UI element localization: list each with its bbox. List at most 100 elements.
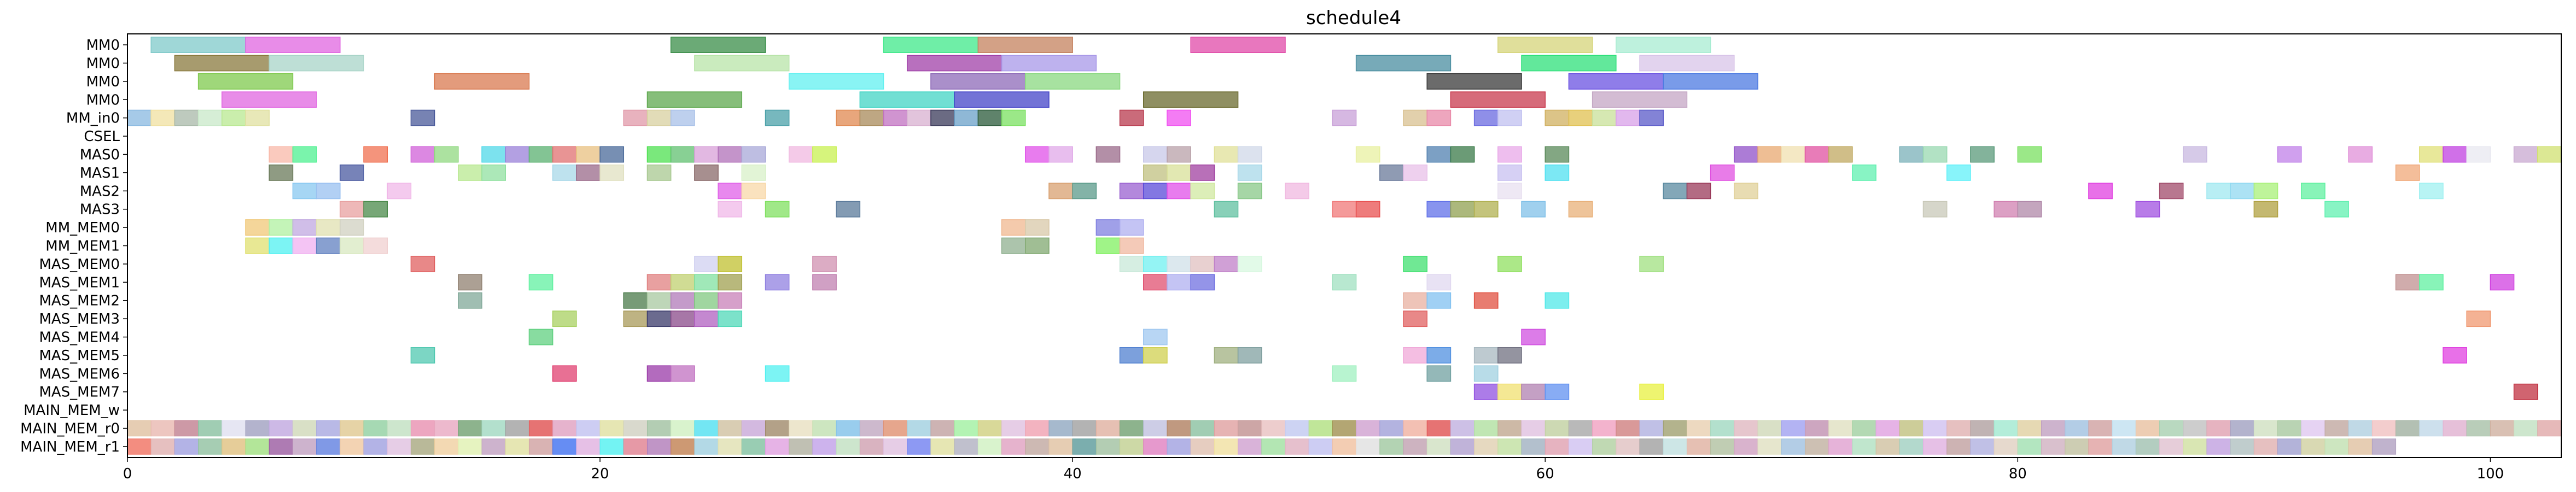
task-bar [646,292,672,309]
task-bar [410,146,435,163]
task-bar [741,438,766,455]
task-bar [671,420,695,437]
task-bar [765,109,790,126]
task-bar [2419,183,2444,200]
task-bar [1119,219,1144,236]
task-bar [1356,420,1380,437]
task-bar [1001,420,1026,437]
task-bar [1710,164,1735,181]
task-bar [694,255,719,272]
task-bar [812,420,837,437]
task-bar [292,420,317,437]
y-tick-label: MM0 [86,55,120,72]
task-bar [1238,420,1262,437]
task-bar [718,146,743,163]
task-bar [1946,438,1971,455]
task-bar [245,219,270,236]
task-bar [1332,274,1357,291]
x-tick-label: 60 [1536,466,1554,482]
task-bar [269,438,293,455]
task-bar [836,109,861,126]
task-bar [2017,438,2042,455]
task-bar [1521,329,1546,345]
task-bar [1545,420,1569,437]
task-bar [1143,274,1168,291]
task-bar [1473,109,1499,126]
task-bar [2065,420,2089,437]
task-bar [222,109,246,126]
task-bar [1167,146,1191,163]
task-bar [1001,438,1026,455]
task-bar [1261,438,1286,455]
task-bar [458,438,482,455]
task-bar [1568,438,1593,455]
task-bar [1875,438,1900,455]
task-bar [2065,438,2089,455]
task-bar [1473,365,1499,382]
task-bar [646,365,672,382]
task-bar [1639,438,1664,455]
task-bar [434,146,459,163]
task-bar [623,438,648,455]
task-bar [1497,347,1522,364]
task-bar [1781,146,1806,163]
task-bar [1828,420,1853,437]
task-bar [1828,438,1853,455]
task-bar [1473,201,1499,218]
task-bar [2041,438,2066,455]
task-bar [1663,183,1688,200]
task-bar [1426,365,1452,382]
task-bar [2348,420,2373,437]
task-bar [1095,420,1121,437]
task-bar [2324,438,2349,455]
task-bar [1001,109,1026,126]
task-bar [1119,347,1144,364]
task-bar [646,91,743,108]
task-bar [150,109,176,126]
task-bar [576,164,601,181]
task-bar [1332,109,1357,126]
task-bar [718,438,742,455]
task-bar [1072,420,1097,437]
task-bar [1143,183,1168,200]
task-bar [1190,420,1215,437]
task-bar [458,164,482,181]
task-bar [1473,292,1499,309]
task-bar [1497,438,1522,455]
task-bar [646,420,672,437]
task-bar [1190,183,1215,200]
task-bar [1119,183,1144,200]
task-bar [1119,237,1144,254]
task-bar [1095,146,1121,163]
task-bar [1473,383,1499,400]
task-bar [1048,146,1073,163]
task-bar [363,420,388,437]
task-bar [1497,255,1522,272]
task-bar [670,292,695,309]
task-bar [1852,438,1876,455]
task-bar [2112,420,2136,437]
task-bar [1922,420,1948,437]
task-bar [1190,37,1286,53]
task-bar [1875,420,1900,437]
task-bar [741,183,766,200]
task-bar [1403,347,1427,364]
task-bar [789,438,813,455]
task-bar [2466,311,2491,327]
task-bar [765,420,790,437]
task-bar [812,146,837,163]
task-bar [694,274,719,291]
task-bar [1426,274,1452,291]
task-bar [1828,146,1853,163]
task-bar [1426,347,1452,364]
task-bar [1214,201,1239,218]
task-bar [836,438,860,455]
task-bar [2419,146,2444,163]
task-bar [1592,420,1617,437]
task-bar [1781,420,1805,437]
task-bar [859,91,955,108]
task-bar [1899,420,1924,437]
task-bar [2112,438,2136,455]
task-bar [2088,438,2113,455]
task-bar [197,109,223,126]
